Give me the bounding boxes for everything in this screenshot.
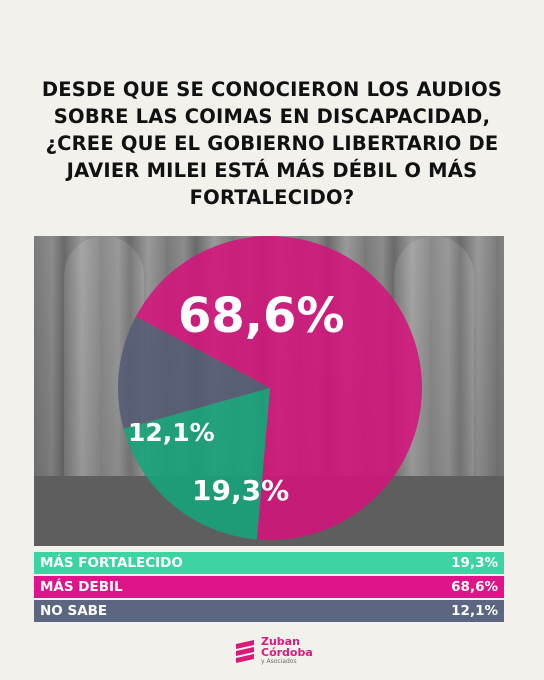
legend: MÁS FORTALECIDO 19,3% MÁS DEBIL 68,6% NO…: [34, 552, 504, 624]
background-photo: 68,6% 12,1% 19,3%: [34, 236, 504, 546]
pie-label-mas-debil: 68,6%: [178, 288, 345, 344]
legend-row-mas-fortalecido: MÁS FORTALECIDO 19,3%: [34, 552, 504, 574]
pie-slice-no-sabe: [117, 316, 271, 429]
brand-logo-icon: [236, 640, 254, 663]
legend-value: 68,6%: [451, 579, 498, 595]
pie-label-no-sabe: 12,1%: [128, 418, 215, 447]
legend-label: MÁS DEBIL: [40, 579, 123, 595]
legend-label: NO SABE: [40, 603, 108, 619]
pie-chart: [117, 236, 422, 540]
brand-logo: Zuban Córdoba y Asociados: [234, 636, 313, 666]
legend-label: MÁS FORTALECIDO: [40, 555, 183, 571]
pie-slice-más-fortalecido: [123, 388, 270, 540]
legend-row-no-sabe: NO SABE 12,1%: [34, 600, 504, 622]
legend-row-mas-debil: MÁS DEBIL 68,6%: [34, 576, 504, 598]
legend-value: 12,1%: [451, 603, 498, 619]
brand-name-line3: y Asociados: [261, 658, 297, 665]
legend-value: 19,3%: [451, 555, 498, 571]
pie-label-mas-fortalecido: 19,3%: [192, 474, 290, 507]
survey-question: DESDE QUE SE CONOCIERON LOS AUDIOS SOBRE…: [41, 78, 503, 209]
brand-name-line1: Zuban: [261, 635, 300, 648]
pie-slice-más-debil: [135, 236, 422, 540]
brand-name-line2: Córdoba: [261, 646, 313, 659]
